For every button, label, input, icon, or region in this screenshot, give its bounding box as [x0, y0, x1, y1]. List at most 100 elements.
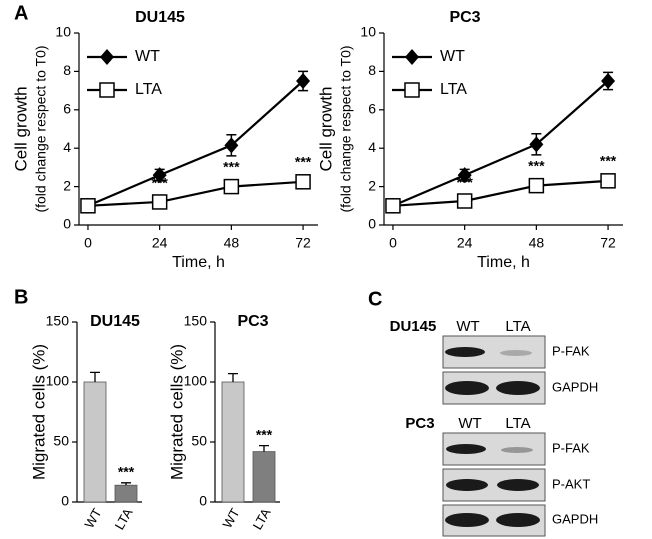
marker	[151, 194, 168, 210]
x-tick-label: WT	[81, 506, 104, 531]
blot-row-label: GAPDH	[552, 511, 598, 526]
blot-row-label: GAPDH	[552, 379, 598, 394]
x-tick-label: LTA	[112, 505, 136, 532]
blot-band	[496, 381, 540, 395]
y-tick-label: 0	[61, 493, 69, 509]
marker	[152, 167, 167, 184]
significance-label: ***	[600, 153, 617, 169]
x-tick-label: 72	[600, 235, 616, 251]
x-axis-label: Time, h	[172, 254, 225, 271]
y-axis-label: Migrated cells (%)	[29, 344, 48, 480]
significance-label: ***	[456, 174, 473, 190]
marker	[457, 167, 472, 184]
y-tick-label: 4	[368, 139, 376, 155]
x-tick-label: WT	[219, 506, 242, 531]
x-tick-label: 0	[84, 235, 92, 251]
blot-band	[445, 381, 489, 395]
bar	[221, 381, 245, 503]
x-tick-label: 24	[152, 235, 168, 251]
y-tick-label: 50	[191, 433, 207, 449]
blot-lane: LTA	[505, 318, 530, 335]
series-line	[392, 179, 609, 207]
y-tick-label: 150	[46, 313, 70, 329]
y-tick-label: 2	[368, 177, 376, 193]
series-line	[87, 80, 304, 207]
blot-band	[445, 347, 485, 357]
legend-marker	[99, 82, 115, 98]
y-tick-label: 6	[63, 101, 71, 117]
significance-label: ***	[223, 158, 240, 174]
significance-label: ***	[118, 464, 135, 480]
blot-band	[445, 513, 489, 527]
error-bar	[121, 482, 131, 486]
marker	[529, 136, 544, 153]
bar	[83, 381, 107, 503]
series-line	[392, 80, 609, 207]
blot-band	[496, 513, 540, 527]
series-line	[87, 180, 304, 207]
y-tick-label: 100	[46, 373, 70, 389]
y-tick-label: 0	[63, 216, 71, 232]
y-axis-label: (fold change respect to T0)	[33, 45, 49, 212]
x-tick-label: LTA	[250, 505, 274, 532]
error-bar	[90, 371, 100, 382]
marker	[295, 174, 311, 190]
y-tick-label: 8	[63, 62, 71, 78]
marker	[385, 198, 401, 214]
blot-cell-line: PC3	[405, 415, 434, 432]
significance-label: ***	[295, 154, 312, 170]
y-axis-label: Cell growth	[11, 86, 30, 171]
y-tick-label: 0	[199, 493, 207, 509]
y-tick-label: 150	[184, 313, 208, 329]
legend-marker	[405, 49, 419, 65]
significance-label: ***	[256, 426, 273, 442]
y-tick-label: 10	[360, 24, 376, 40]
y-axis-label: Cell growth	[316, 86, 335, 171]
marker	[223, 178, 240, 195]
marker	[224, 137, 239, 154]
chart-title: DU145	[90, 313, 140, 330]
blot-band	[446, 444, 486, 454]
chart-title: DU145	[135, 9, 185, 26]
y-tick-label: 100	[184, 373, 208, 389]
significance-label: ***	[151, 175, 168, 191]
y-tick-label: 8	[368, 62, 376, 78]
x-tick-label: 72	[295, 235, 311, 251]
legend-label: WT	[135, 48, 160, 65]
blot-band	[500, 350, 532, 356]
legend-marker	[404, 82, 420, 98]
chart-title: PC3	[237, 313, 268, 330]
blot-row-label: P-FAK	[552, 343, 590, 358]
chart-title: PC3	[449, 9, 480, 26]
marker	[80, 198, 96, 214]
bar	[114, 484, 138, 503]
blot-row-label: P-FAK	[552, 440, 590, 455]
x-tick-label: 0	[389, 235, 397, 251]
panel-label: C	[368, 288, 382, 310]
error-bar	[259, 444, 269, 452]
blot-band	[446, 479, 488, 491]
significance-label: ***	[528, 157, 545, 173]
y-axis-label: Migrated cells (%)	[167, 344, 186, 480]
y-tick-label: 6	[368, 101, 376, 117]
marker	[600, 173, 616, 189]
blot-band	[501, 447, 533, 453]
y-tick-label: 10	[55, 24, 71, 40]
blot-lane: WT	[458, 415, 481, 432]
panel-label: B	[14, 286, 28, 308]
bar	[252, 451, 276, 503]
y-tick-label: 0	[368, 216, 376, 232]
y-tick-label: 50	[53, 433, 69, 449]
x-tick-label: 48	[224, 235, 240, 251]
y-tick-label: 4	[63, 139, 71, 155]
marker	[296, 73, 311, 89]
blot-row-label: P-AKT	[552, 476, 590, 491]
blot-lane: WT	[456, 318, 479, 335]
marker	[601, 73, 616, 89]
y-tick-label: 2	[63, 177, 71, 193]
blot-band	[497, 479, 539, 491]
x-tick-label: 48	[529, 235, 545, 251]
marker	[456, 193, 473, 209]
legend-marker	[100, 49, 114, 65]
